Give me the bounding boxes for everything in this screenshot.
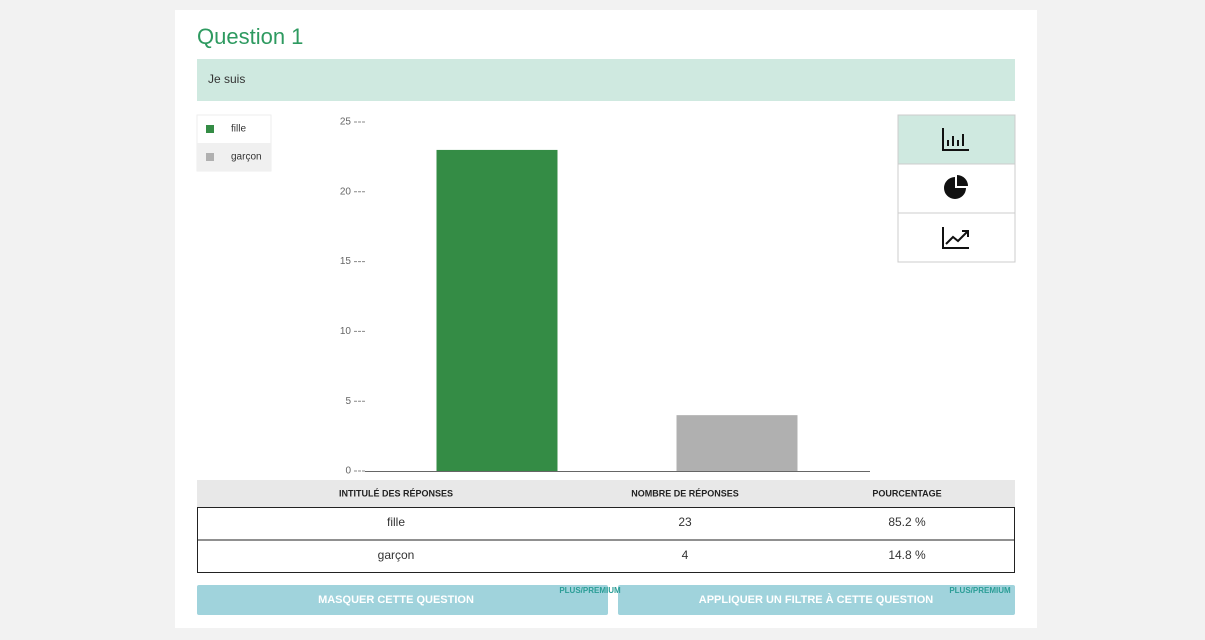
bar <box>676 415 798 471</box>
bar-chart-button[interactable] <box>897 114 1016 165</box>
table-cell: 23 <box>678 515 692 529</box>
legend-label: fille <box>231 124 246 135</box>
bar <box>436 149 558 472</box>
pie-icon <box>944 175 968 199</box>
button-badge: PLUS/PREMIUM <box>559 586 621 595</box>
y-tick-label: 10 <box>340 326 352 337</box>
y-tick-label: 20 <box>340 186 352 197</box>
legend-label: garçon <box>231 152 262 163</box>
table-cell: garçon <box>378 548 415 562</box>
column-header: NOMBRE DE RÉPONSES <box>631 488 739 498</box>
table-cell: 85.2 % <box>888 515 926 529</box>
y-tick-label: 25 <box>340 117 352 128</box>
question-band <box>197 59 1015 101</box>
line-icon <box>942 227 969 249</box>
legend-swatch <box>206 125 214 133</box>
line-chart-button[interactable] <box>897 212 1016 263</box>
y-tick-label: 5 <box>345 396 351 407</box>
column-header: INTITULÉ DES RÉPONSES <box>339 488 453 498</box>
column-header: POURCENTAGE <box>872 488 941 498</box>
table-cell: 4 <box>682 548 689 562</box>
table-header <box>197 480 1015 507</box>
button-label: APPLIQUER UN FILTRE À CETTE QUESTION <box>699 593 934 606</box>
question-text: Je suis <box>208 72 245 86</box>
button-label: MASQUER CETTE QUESTION <box>318 594 474 606</box>
y-tick-label: 15 <box>340 256 352 267</box>
hide-button[interactable] <box>197 585 608 615</box>
question-title: Question 1 <box>197 24 303 49</box>
table-cell: 14.8 % <box>888 548 926 562</box>
y-tick-label: 0 <box>345 466 351 477</box>
table-cell: fille <box>387 515 405 529</box>
filter-button[interactable] <box>618 585 1015 615</box>
button-badge: PLUS/PREMIUM <box>949 586 1011 595</box>
bar-icon <box>942 128 969 151</box>
legend-swatch <box>206 153 214 161</box>
